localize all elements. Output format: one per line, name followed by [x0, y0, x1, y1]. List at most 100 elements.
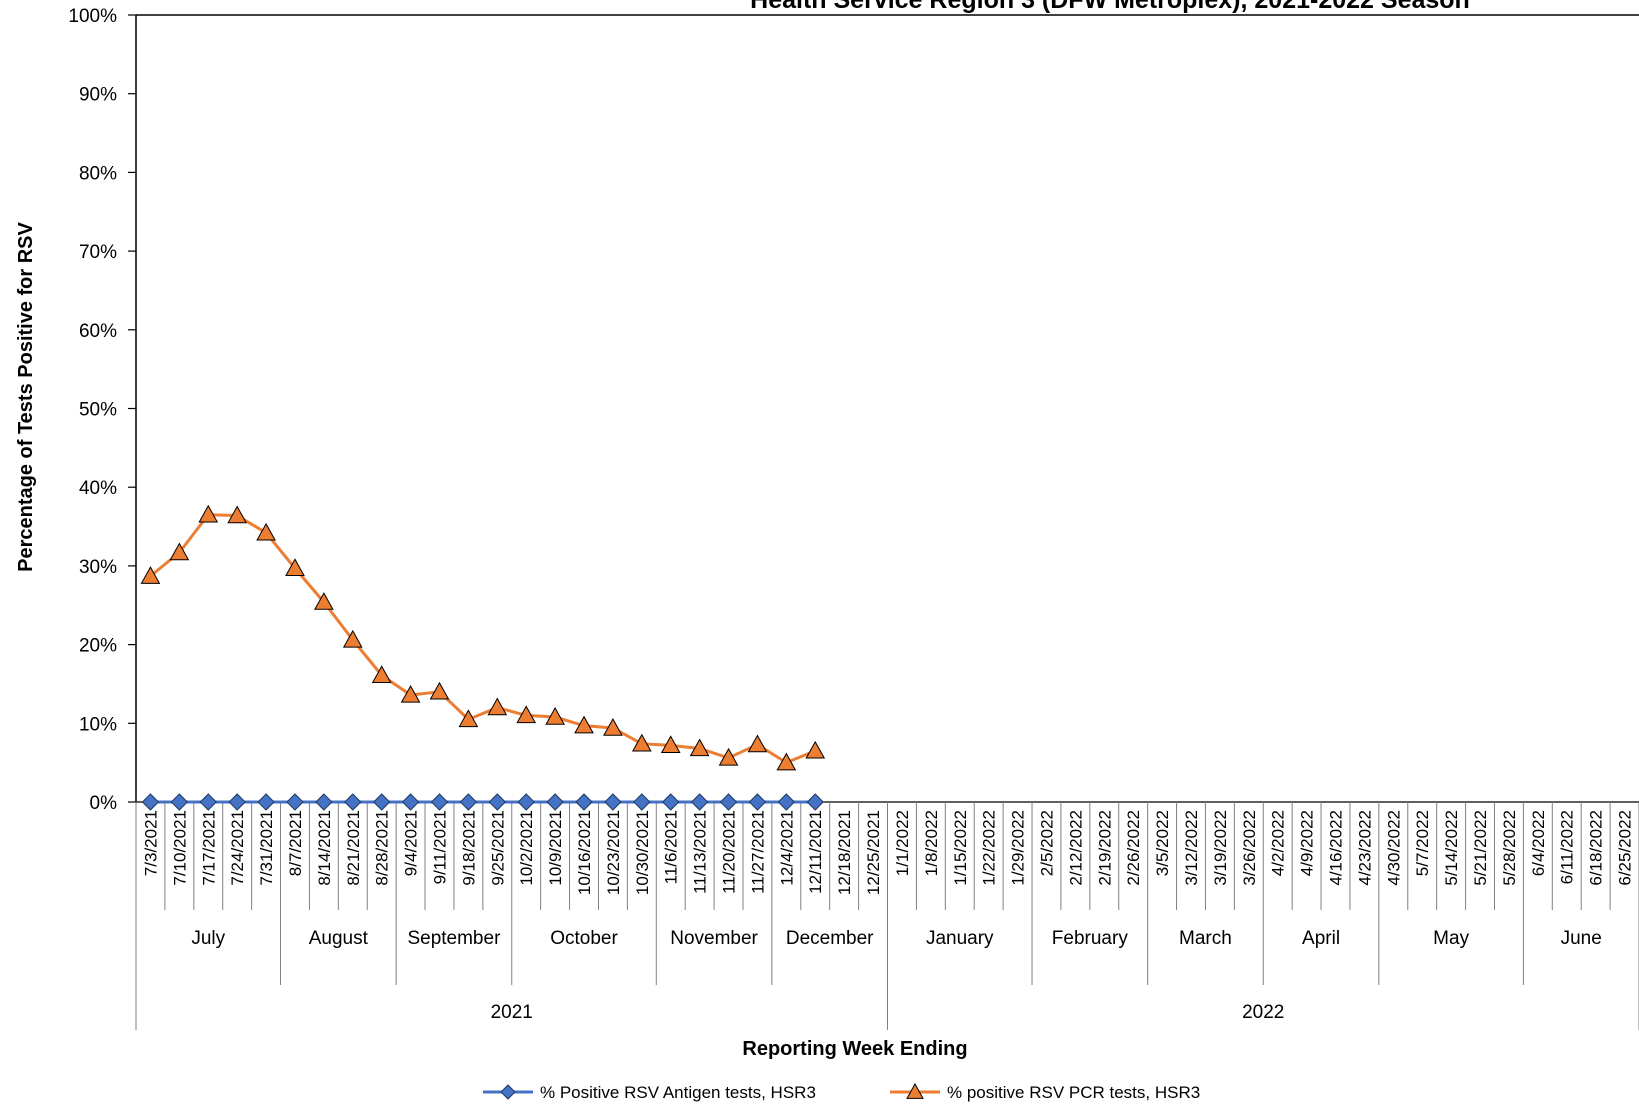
x-tick-label: 4/23/2022 — [1355, 810, 1374, 886]
x-axis: 7/3/2021 7/10/2021 7/17/2021 7/24/2021 7/31/… — [135, 801, 1639, 1030]
x-tick-label: 7/31/2021 — [257, 810, 276, 886]
data-point-pcr — [516, 705, 537, 724]
x-tick-label: 11/6/2021 — [662, 810, 681, 884]
data-point-antigen — [401, 793, 420, 811]
month-label: September — [407, 928, 501, 949]
y-tick-label: 60% — [79, 321, 117, 342]
x-tick-label: 8/14/2021 — [315, 810, 334, 886]
data-point-antigen — [806, 793, 824, 811]
series-line — [149, 513, 816, 765]
y-tick-label: 70% — [79, 242, 117, 263]
x-tick-label: 2/5/2022 — [1037, 810, 1056, 876]
x-tick-label: 6/11/2022 — [1558, 810, 1577, 884]
data-point-antigen — [488, 793, 507, 811]
data-point-antigen — [286, 793, 304, 811]
x-tick-label: 12/25/2021 — [864, 810, 883, 895]
x-tick-label: 6/18/2022 — [1587, 810, 1606, 886]
x-tick-label: 3/26/2022 — [1240, 810, 1259, 886]
data-point-pcr — [429, 681, 450, 700]
month-label: June — [1561, 928, 1602, 949]
data-point-antigen — [372, 793, 391, 811]
data-point-antigen — [546, 793, 564, 811]
data-point-antigen — [748, 793, 767, 811]
y-tick-label: 80% — [79, 163, 117, 184]
legend-marker — [500, 1084, 516, 1100]
x-tick-label: 12/18/2021 — [835, 810, 854, 895]
data-point-pcr — [545, 706, 565, 725]
x-axis-label: Reporting Week Ending — [742, 1038, 967, 1060]
x-tick-label: 2/26/2022 — [1124, 810, 1143, 886]
data-point-pcr — [198, 504, 219, 523]
x-tick-label: 10/16/2021 — [575, 810, 594, 895]
x-tick-label: 1/1/2022 — [893, 810, 912, 876]
legend-marker — [906, 1082, 924, 1099]
x-tick-label: 1/8/2022 — [922, 810, 941, 876]
month-label: January — [926, 928, 994, 949]
data-point-pcr — [371, 665, 392, 683]
x-tick-label: 6/4/2022 — [1529, 810, 1548, 876]
legend-item-antigen: % Positive RSV Antigen tests, HSR3 — [483, 1083, 816, 1102]
x-tick-label: 7/10/2021 — [170, 810, 189, 886]
legend-item-pcr: % positive RSV PCR tests, HSR3 — [890, 1082, 1200, 1102]
data-point-pcr — [805, 740, 826, 759]
x-tick-label: 10/30/2021 — [633, 810, 652, 895]
data-point-pcr — [631, 733, 652, 752]
data-point-pcr — [458, 709, 479, 728]
x-tick-label: 1/22/2022 — [980, 810, 999, 886]
x-tick-label: 6/25/2022 — [1616, 810, 1635, 886]
data-point-antigen — [575, 793, 593, 811]
y-tick-label: 100% — [68, 6, 117, 27]
series-layer — [140, 504, 826, 811]
data-point-antigen — [170, 793, 189, 811]
data-point-antigen — [344, 793, 362, 811]
data-point-pcr — [314, 592, 334, 610]
data-point-antigen — [430, 793, 449, 811]
legend-label: % Positive RSV Antigen tests, HSR3 — [540, 1083, 816, 1102]
month-label: December — [786, 928, 874, 949]
x-tick-label: 11/27/2021 — [748, 810, 767, 894]
data-point-antigen — [719, 793, 738, 811]
x-tick-label: 4/2/2022 — [1269, 810, 1288, 876]
y-tick-label: 20% — [79, 636, 117, 657]
data-point-pcr — [660, 735, 681, 754]
data-point-pcr — [574, 715, 594, 734]
data-point-pcr — [227, 505, 248, 524]
month-label: November — [670, 928, 758, 949]
legend: % Positive RSV Antigen tests, HSR3 % posi… — [483, 1082, 1200, 1102]
year-label: 2022 — [1242, 1002, 1284, 1023]
month-label: May — [1433, 928, 1469, 949]
x-tick-label: 7/24/2021 — [228, 810, 247, 886]
data-point-pcr — [169, 542, 190, 561]
data-point-pcr — [140, 566, 161, 584]
data-point-pcr — [718, 747, 739, 766]
data-point-antigen — [633, 793, 651, 811]
x-tick-label: 11/13/2021 — [691, 810, 710, 894]
x-tick-label: 2/19/2022 — [1095, 810, 1114, 886]
month-label: October — [550, 928, 618, 949]
data-point-antigen — [459, 793, 478, 811]
x-tick-label: 9/11/2021 — [430, 810, 449, 884]
x-tick-label: 4/9/2022 — [1298, 810, 1317, 876]
legend-label: % positive RSV PCR tests, HSR3 — [947, 1083, 1200, 1102]
data-point-pcr — [400, 684, 421, 703]
month-label: April — [1302, 928, 1340, 949]
data-point-pcr — [342, 629, 363, 648]
y-tick-label: 10% — [79, 714, 117, 735]
y-tick-label: 50% — [79, 400, 117, 421]
data-point-pcr — [747, 734, 768, 753]
data-point-pcr — [487, 697, 508, 716]
x-tick-label: 1/15/2022 — [951, 810, 970, 886]
x-tick-label: 8/28/2021 — [373, 810, 392, 886]
data-point-antigen — [517, 793, 535, 811]
x-tick-label: 2/12/2022 — [1066, 810, 1085, 886]
x-tick-label: 1/29/2022 — [1009, 810, 1028, 886]
data-point-antigen — [257, 793, 275, 811]
data-point-antigen — [228, 793, 246, 811]
month-label: February — [1052, 928, 1129, 949]
data-point-antigen — [604, 793, 622, 811]
x-tick-label: 5/7/2022 — [1413, 810, 1432, 876]
data-point-pcr — [689, 738, 710, 757]
month-label: March — [1179, 928, 1232, 949]
x-tick-label: 7/3/2021 — [141, 810, 160, 876]
